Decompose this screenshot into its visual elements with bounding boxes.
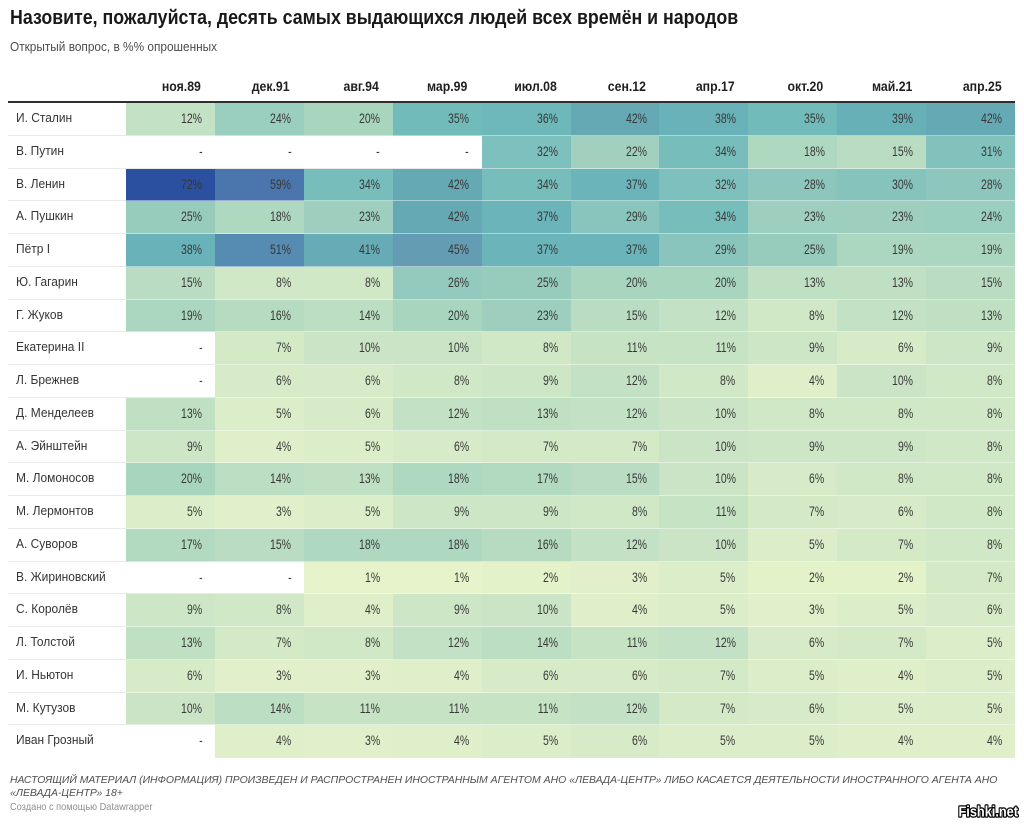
svg-text:Fishki.net: Fishki.net	[959, 804, 1019, 821]
